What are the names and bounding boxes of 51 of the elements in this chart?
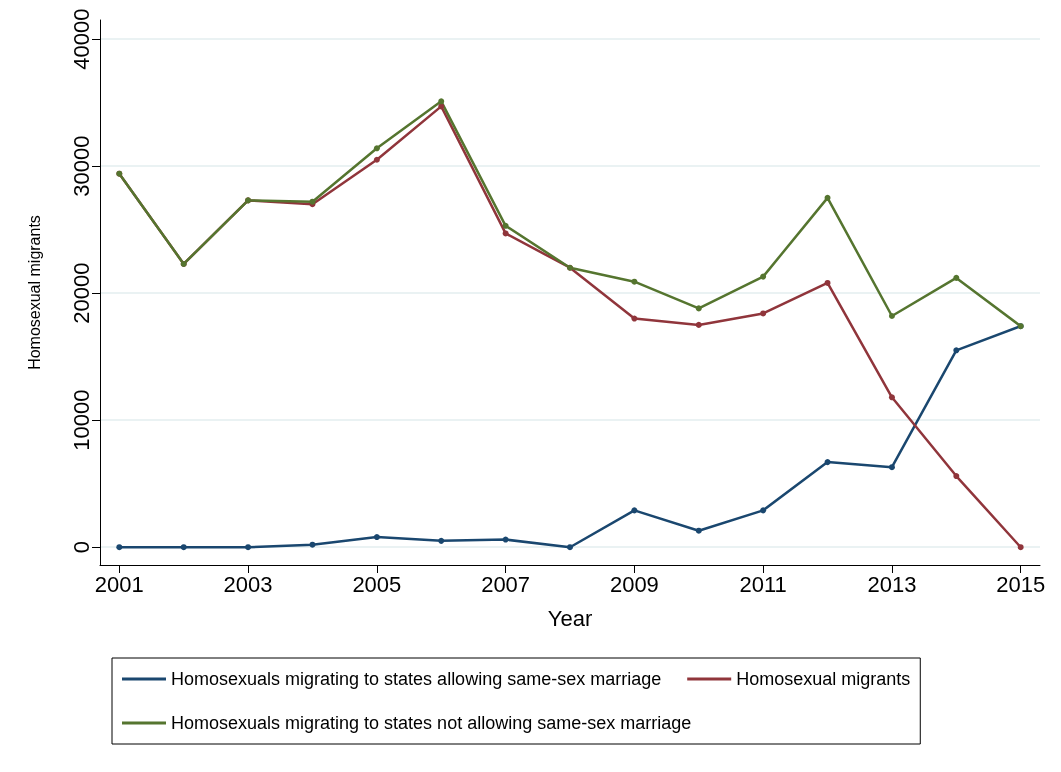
point	[502, 536, 509, 543]
point	[760, 507, 767, 514]
x-tick-label: 2011	[739, 571, 787, 597]
point	[695, 305, 702, 312]
y-tick-label: 40000	[68, 8, 94, 70]
point	[1017, 544, 1024, 551]
y-tick-label: 30000	[68, 135, 94, 197]
point	[502, 230, 509, 237]
point	[888, 394, 895, 401]
point	[567, 544, 573, 551]
point	[824, 459, 831, 466]
x-tick-label: 2009	[609, 571, 659, 597]
y-tick-label: 20000	[68, 262, 94, 324]
x-tick-label: 2013	[867, 571, 917, 597]
x-tick-label: 2015	[996, 571, 1046, 597]
point	[438, 103, 445, 110]
point	[824, 194, 831, 201]
x-axis-title: Year	[547, 605, 593, 631]
point	[502, 222, 509, 229]
point	[180, 544, 187, 551]
point	[953, 473, 960, 480]
legend-label: Homosexuals migrating to states not allowing same-sex marriage	[171, 713, 692, 733]
point	[695, 321, 702, 328]
point	[373, 145, 380, 152]
point	[760, 310, 767, 317]
point	[953, 347, 960, 354]
y-tick-label: 10000	[68, 389, 94, 451]
point	[888, 313, 895, 319]
point	[438, 537, 445, 544]
point	[631, 315, 638, 322]
point	[309, 541, 316, 548]
point	[695, 527, 702, 534]
point	[116, 544, 123, 551]
point	[438, 98, 445, 105]
legend-label: Homosexual migrants	[736, 669, 911, 689]
point	[631, 278, 638, 285]
x-tick-label: 2003	[223, 571, 273, 597]
point	[373, 534, 380, 541]
point	[373, 156, 380, 163]
point	[760, 273, 767, 280]
x-tick-label: 2005	[352, 571, 402, 597]
legend-label: Homosexuals migrating to states allowing same-sex marriage	[171, 669, 662, 689]
x-tick-label: 2007	[481, 571, 531, 597]
point	[631, 507, 638, 514]
y-axis-title: Homosexual migrants	[25, 215, 43, 370]
x-tick-label: 2001	[94, 571, 144, 597]
point	[888, 464, 895, 471]
point	[953, 274, 960, 281]
point	[245, 544, 252, 551]
y-tick-label: 0	[68, 541, 94, 554]
point	[824, 279, 831, 286]
